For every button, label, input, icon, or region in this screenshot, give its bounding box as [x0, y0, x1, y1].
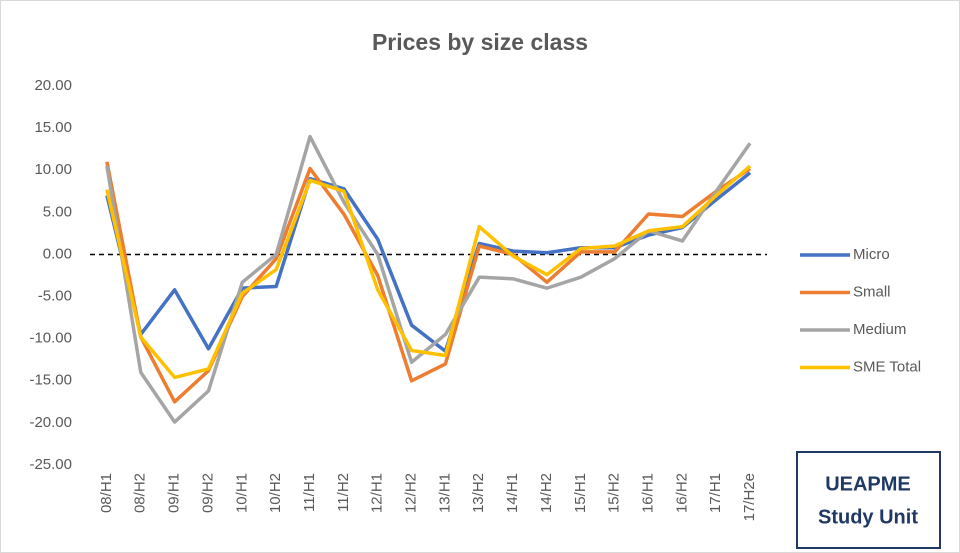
- legend-label: SME Total: [853, 358, 921, 375]
- x-tick-label: 14/H1: [504, 473, 521, 513]
- x-tick-label: 13/H2: [470, 473, 487, 513]
- y-tick-label: 15.00: [34, 119, 72, 136]
- y-tick-label: 5.00: [43, 203, 72, 220]
- series-line: [105, 134, 752, 424]
- x-tick-label: 16/H2: [673, 473, 690, 513]
- y-tick-label: 10.00: [34, 161, 72, 178]
- y-tick-label: -25.00: [29, 456, 72, 473]
- x-tick-label: 11/H2: [335, 473, 352, 512]
- annotation: Study Unit: [818, 506, 918, 528]
- y-tick-label: -20.00: [29, 414, 72, 431]
- annotation: UEAPME: [825, 473, 911, 495]
- x-tick-label: 10/H2: [267, 473, 284, 513]
- x-tick-label: 12/H1: [369, 473, 386, 513]
- x-tick-label: 09/H2: [199, 473, 216, 513]
- x-tick-label: 17/H2e: [741, 473, 758, 521]
- y-tick-label: -15.00: [29, 372, 72, 389]
- series-line: [105, 164, 752, 380]
- y-tick-label: -5.00: [38, 288, 72, 305]
- legend-label: Medium: [853, 321, 906, 338]
- x-tick-label: 14/H2: [538, 473, 555, 513]
- legend-label: Micro: [853, 246, 890, 263]
- x-tick-label: 16/H1: [639, 473, 656, 513]
- chart-title: Prices by size class: [372, 29, 588, 55]
- x-tick-label: 12/H2: [403, 473, 420, 513]
- y-tick-label: 0.00: [43, 245, 72, 262]
- annotation-box: [796, 451, 941, 549]
- x-tick-label: 10/H1: [233, 473, 250, 513]
- x-tick-label: 15/H2: [606, 473, 623, 513]
- x-tick-label: 13/H1: [436, 473, 453, 513]
- x-tick-label: 08/H1: [98, 473, 115, 513]
- x-tick-label: 11/H1: [301, 473, 318, 512]
- legend-label: Small: [853, 283, 891, 300]
- x-tick-label: 15/H1: [572, 473, 589, 513]
- x-tick-label: 09/H1: [166, 473, 183, 513]
- x-tick-label: 17/H1: [707, 473, 724, 513]
- y-tick-label: -10.00: [29, 330, 72, 347]
- y-tick-label: 20.00: [34, 77, 72, 94]
- x-tick-label: 08/H2: [132, 473, 149, 513]
